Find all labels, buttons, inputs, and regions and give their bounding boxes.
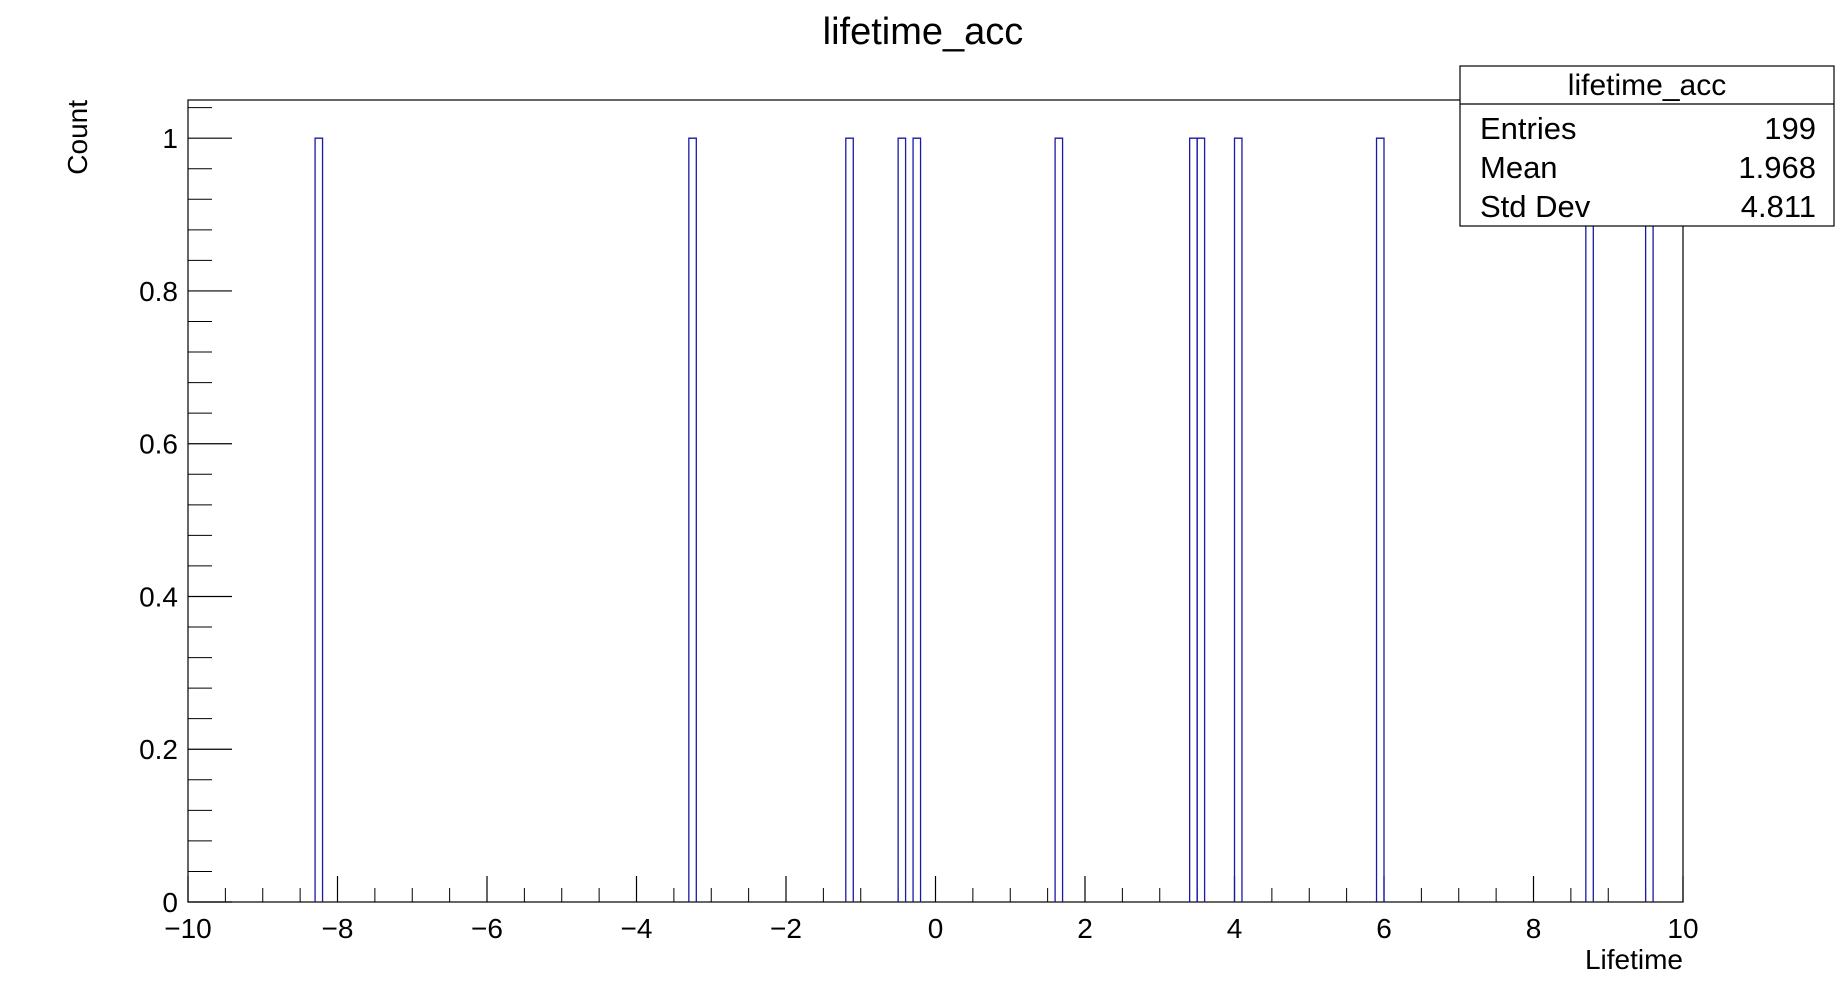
x-tick-label: −2: [770, 913, 802, 944]
histogram-bar: [912, 137, 922, 902]
stats-stddev-value: 4.811: [1741, 189, 1816, 224]
stats-entries-value: 199: [1764, 111, 1816, 146]
histogram-bar: [897, 137, 907, 902]
histogram-bar: [1196, 137, 1206, 902]
histogram-bar: [314, 137, 324, 902]
x-tick-label: 8: [1526, 913, 1542, 944]
stats-stddev-label: Std Dev: [1480, 189, 1591, 224]
stats-box-frame: [1459, 65, 1835, 227]
histogram-bar: [1233, 137, 1243, 902]
histogram-bars: [314, 137, 1654, 902]
y-tick-label: 0: [162, 887, 178, 918]
stats-box-title: lifetime_acc: [1568, 69, 1726, 102]
chart-title: lifetime_acc: [823, 11, 1024, 53]
stats-box: lifetime_acc Entries 199 Mean 1.968 Std …: [1459, 65, 1835, 227]
histogram-bar: [1189, 137, 1198, 902]
histogram-bar: [1375, 137, 1385, 902]
x-tick-label: 4: [1227, 913, 1243, 944]
x-tick-label: 0: [928, 913, 944, 944]
x-tick-label: 2: [1077, 913, 1093, 944]
x-tick-label: −10: [164, 913, 212, 944]
y-tick-label: 0.2: [139, 734, 178, 765]
histogram-bar: [1644, 137, 1654, 902]
x-tick-label: 6: [1376, 913, 1392, 944]
x-axis-ticks: −10 −8 −6 −4 −2 0 2 4 6 8 10: [164, 876, 1699, 944]
y-tick-label: 0.4: [139, 581, 178, 612]
y-axis-title: Count: [62, 100, 93, 175]
x-axis-title: Lifetime: [1585, 944, 1683, 975]
histogram-bar: [1585, 137, 1594, 902]
histogram-bar: [1054, 137, 1064, 902]
y-axis-ticks: 0 0.2 0.4 0.6 0.8 1: [139, 107, 232, 918]
histogram-bar: [845, 137, 854, 902]
x-tick-label: 10: [1667, 913, 1698, 944]
x-tick-label: −6: [471, 913, 503, 944]
y-tick-label: 1: [162, 123, 178, 154]
plot-frame: [187, 99, 1684, 903]
y-tick-label: 0.6: [139, 429, 178, 460]
stats-mean-label: Mean: [1480, 150, 1558, 185]
stats-entries-label: Entries: [1480, 111, 1576, 146]
x-tick-label: −4: [621, 913, 653, 944]
y-tick-label: 0.8: [139, 276, 178, 307]
histogram-bar: [688, 137, 697, 902]
stats-mean-value: 1.968: [1738, 150, 1816, 185]
x-tick-label: −8: [322, 913, 354, 944]
